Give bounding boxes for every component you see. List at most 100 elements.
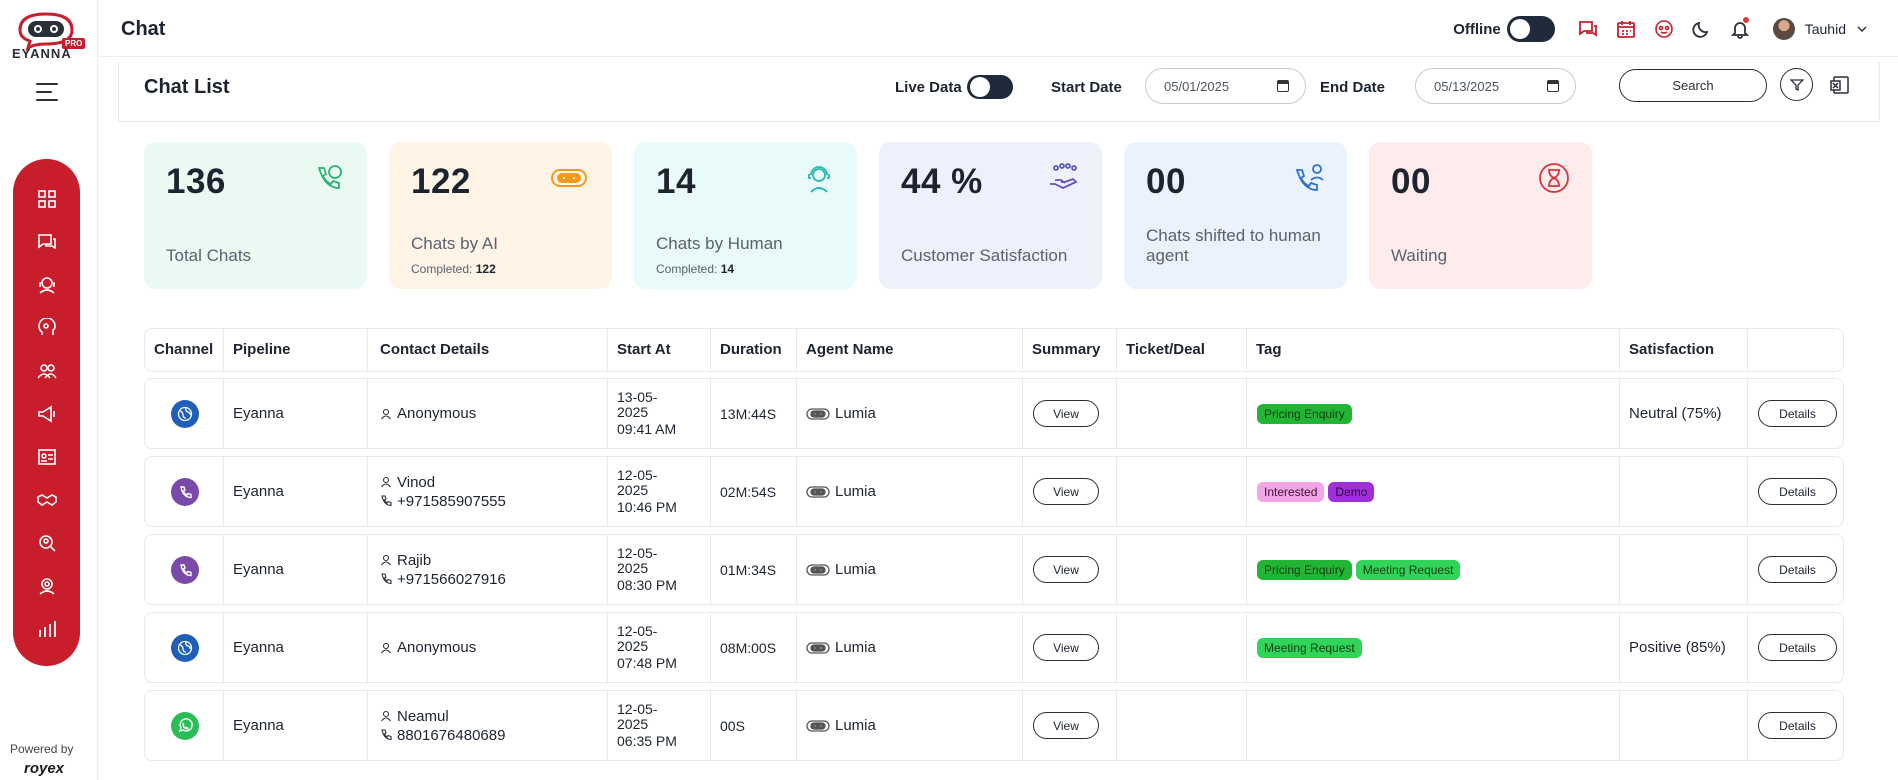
stat-value: 00 [1391,162,1431,201]
calendar-button[interactable] [1607,14,1645,44]
view-summary-button[interactable]: View [1033,634,1099,661]
sidebar-item-ai[interactable] [13,306,80,349]
messages-button[interactable] [1569,14,1607,44]
cell-channel [145,457,224,526]
start-date: 12-05- [617,467,658,483]
cell-agent: Lumia [797,691,1023,760]
table-row[interactable]: Eyanna Neamul 8801676480689 12-05- 2025 06:35… [144,690,1844,761]
notifications-button[interactable] [1721,14,1759,44]
details-button[interactable]: Details [1758,712,1837,739]
details-button[interactable]: Details [1758,634,1837,661]
start-year: 2025 [617,482,649,498]
cell-ticket-deal [1117,457,1247,526]
duration-value: 01M:34S [720,561,777,578]
phone-icon [381,573,392,585]
sidebar-item-users[interactable] [13,349,80,392]
start-date-input[interactable]: 05/01/2025 [1145,68,1306,104]
search-button[interactable]: Search [1619,69,1767,102]
col-channel[interactable]: Channel [145,329,224,371]
chat-list-title: Chat List [144,76,230,98]
cell-tag: Interested Demo [1247,457,1620,526]
powered-by-label: Powered by [10,742,74,756]
ai-bot-button[interactable] [1645,14,1683,44]
robot-icon [551,169,587,187]
view-summary-button[interactable]: View [1033,400,1099,427]
end-date-input[interactable]: 05/13/2025 [1415,68,1576,104]
sidebar-item-analytics[interactable] [13,607,80,650]
user-icon [381,710,391,722]
sidebar-item-support[interactable] [13,564,80,607]
cell-satisfaction: Neutral (75%) [1620,379,1748,448]
filter-button[interactable] [1780,68,1813,101]
col-satisfaction[interactable]: Satisfaction [1620,329,1748,371]
start-date-value: 05/01/2025 [1164,78,1230,94]
cell-channel [145,535,224,604]
cell-actions: Details [1748,613,1844,682]
menu-toggle-icon[interactable] [36,83,58,103]
start-at: 12-05- 2025 06:35 PM [617,702,677,749]
agent-name-text: Lumia [835,561,876,578]
satisfaction-value: Positive (85%) [1629,639,1726,656]
cell-actions: Details [1748,535,1844,604]
start-time: 06:35 PM [617,733,677,749]
live-data-toggle[interactable] [967,75,1013,99]
table-row[interactable]: Eyanna Anonymous 13-05- 2025 09:41 AM 13M:44S… [144,378,1844,449]
sidebar-item-deals[interactable] [13,478,80,521]
ai-agent-icon [806,719,830,732]
duration-value: 02M:54S [720,483,777,500]
user-menu[interactable]: Tauhid [1772,18,1868,40]
table-row[interactable]: Eyanna Anonymous 12-05- 2025 07:48 PM 08M:00S… [144,612,1844,683]
excel-export-icon[interactable] [1829,74,1851,96]
stat-label: Chats by Human [656,234,783,253]
contact-details: Neamul 8801676480689 [380,707,505,745]
stat-card-satisfaction: 44 % Customer Satisfaction [879,142,1102,289]
bell-icon [1730,22,1749,39]
col-pipeline[interactable]: Pipeline [224,329,368,371]
offline-toggle[interactable] [1506,16,1555,42]
view-summary-button[interactable]: View [1033,478,1099,505]
cell-tag [1247,691,1620,760]
contact-name: Rajib [397,551,432,569]
logo-word: EYANNA [12,46,72,61]
cell-contact: Anonymous [368,379,608,448]
web-channel-icon [171,399,199,428]
table-header: Channel Pipeline Contact Details Start A… [144,328,1844,372]
pipeline-value: Eyanna [233,561,284,578]
view-summary-button[interactable]: View [1033,556,1099,583]
sidebar-item-campaign[interactable] [13,392,80,435]
details-button[interactable]: Details [1758,478,1837,505]
cell-contact: Rajib +971566027916 [368,535,608,604]
view-summary-button[interactable]: View [1033,712,1099,739]
col-contact-details[interactable]: Contact Details [368,329,608,371]
col-ticket-deal[interactable]: Ticket/Deal [1117,329,1247,371]
col-summary[interactable]: Summary [1023,329,1117,371]
sidebar-item-dashboard[interactable] [13,177,80,220]
stat-label: Customer Satisfaction [901,246,1068,265]
details-button[interactable]: Details [1758,400,1837,427]
stat-value: 44 % [901,162,983,201]
table-row[interactable]: Eyanna Vinod +971585907555 12-05- 2025 10:46 … [144,456,1844,527]
col-agent-name[interactable]: Agent Name [797,329,1023,371]
col-duration[interactable]: Duration [711,329,797,371]
col-tag[interactable]: Tag [1247,329,1620,371]
start-year: 2025 [617,560,649,576]
details-button[interactable]: Details [1758,556,1837,583]
cell-actions: Details [1748,457,1844,526]
dark-mode-button[interactable] [1683,14,1721,44]
sidebar-item-agent[interactable] [13,263,80,306]
stat-value: 122 [411,162,471,201]
phone-icon [381,495,392,507]
sidebar-item-chat[interactable] [13,220,80,263]
sidebar-item-search-user[interactable] [13,521,80,564]
notification-dot [1741,16,1750,24]
logo-pro-badge: PRO [62,38,86,49]
col-start-at[interactable]: Start At [608,329,711,371]
cell-start-at: 12-05- 2025 07:48 PM [608,613,711,682]
viber-channel-icon [171,477,199,506]
table-row[interactable]: Eyanna Rajib +971566027916 12-05- 2025 08:30 … [144,534,1844,605]
pipeline-value: Eyanna [233,717,284,734]
offline-label: Offline [1453,20,1501,38]
agent-name: Lumia [806,717,876,734]
tag-badge: Pricing Enquiry [1257,559,1352,580]
sidebar-item-contacts[interactable] [13,435,80,478]
